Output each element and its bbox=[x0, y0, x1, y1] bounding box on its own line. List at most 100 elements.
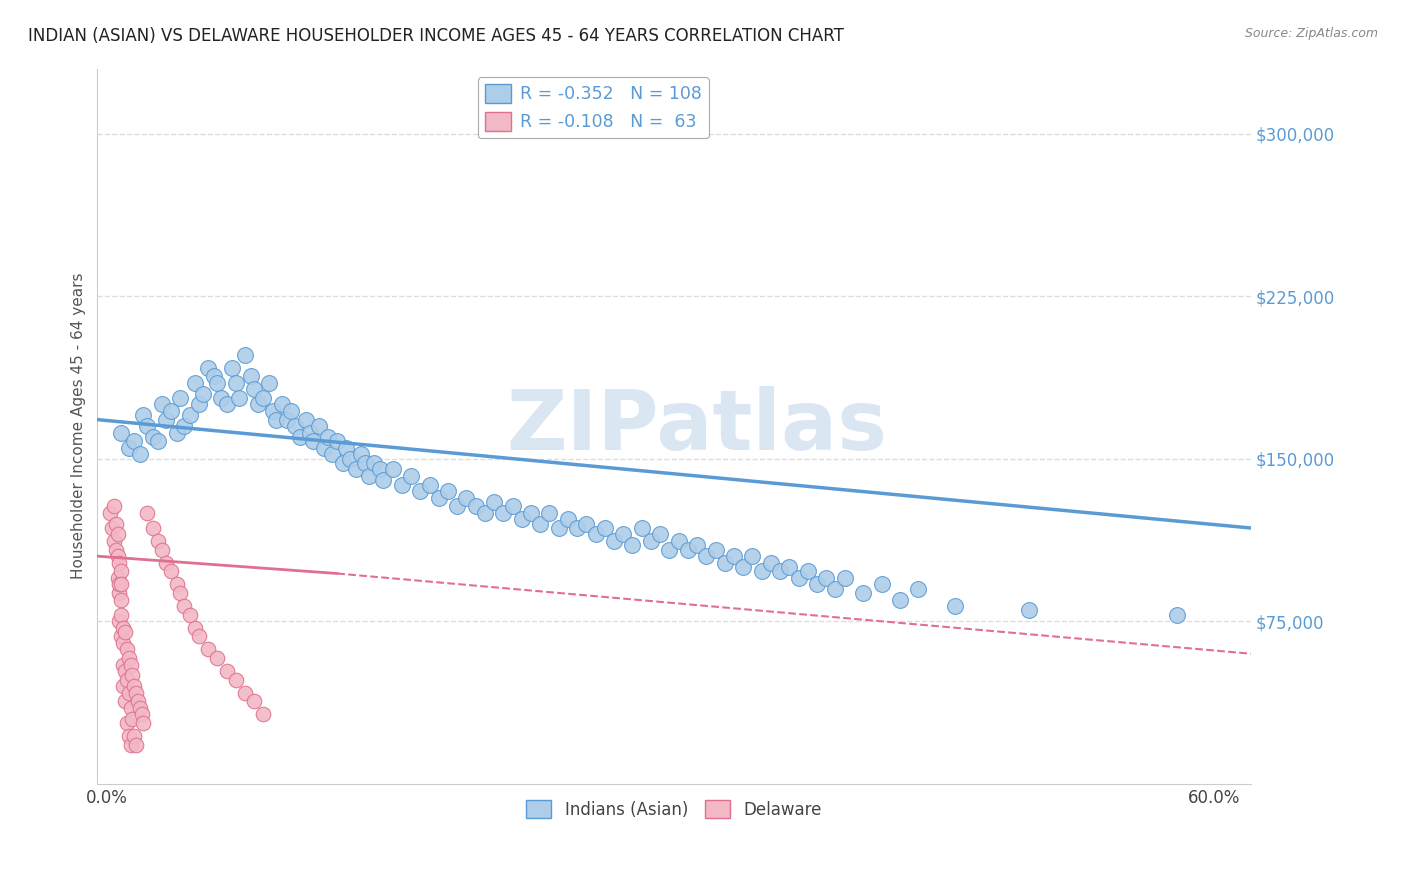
Point bbox=[112, 636, 135, 650]
Point bbox=[173, 599, 195, 613]
Point bbox=[239, 369, 262, 384]
Point bbox=[110, 577, 132, 591]
Point bbox=[121, 712, 143, 726]
Point bbox=[125, 686, 148, 700]
Point bbox=[824, 582, 846, 596]
Point bbox=[107, 549, 129, 564]
Point bbox=[120, 657, 142, 672]
Point bbox=[215, 397, 238, 411]
Point bbox=[233, 686, 256, 700]
Point bbox=[108, 577, 131, 591]
Point bbox=[686, 538, 709, 552]
Point bbox=[104, 542, 127, 557]
Point bbox=[302, 434, 325, 449]
Point bbox=[160, 404, 183, 418]
Point bbox=[104, 516, 127, 531]
Point bbox=[298, 425, 321, 440]
Point bbox=[108, 556, 131, 570]
Point bbox=[125, 738, 148, 752]
Point bbox=[136, 506, 159, 520]
Point bbox=[197, 642, 219, 657]
Point bbox=[132, 716, 155, 731]
Point bbox=[142, 521, 165, 535]
Point bbox=[108, 614, 131, 628]
Point bbox=[593, 521, 616, 535]
Point bbox=[778, 560, 800, 574]
Point bbox=[136, 419, 159, 434]
Point bbox=[166, 425, 188, 440]
Point bbox=[350, 447, 373, 461]
Point bbox=[332, 456, 354, 470]
Point bbox=[547, 521, 569, 535]
Point bbox=[233, 348, 256, 362]
Point bbox=[110, 607, 132, 622]
Point bbox=[391, 477, 413, 491]
Point bbox=[437, 484, 460, 499]
Point bbox=[202, 369, 225, 384]
Point bbox=[122, 679, 145, 693]
Point bbox=[215, 664, 238, 678]
Point bbox=[155, 412, 177, 426]
Point bbox=[658, 542, 681, 557]
Point bbox=[603, 533, 626, 548]
Point bbox=[575, 516, 598, 531]
Point bbox=[357, 469, 380, 483]
Text: INDIAN (ASIAN) VS DELAWARE HOUSEHOLDER INCOME AGES 45 - 64 YEARS CORRELATION CHA: INDIAN (ASIAN) VS DELAWARE HOUSEHOLDER I… bbox=[28, 27, 844, 45]
Point bbox=[187, 629, 209, 643]
Point bbox=[246, 397, 269, 411]
Point bbox=[308, 419, 330, 434]
Point bbox=[538, 506, 561, 520]
Point bbox=[191, 386, 214, 401]
Point bbox=[446, 500, 468, 514]
Point bbox=[209, 391, 232, 405]
Point bbox=[630, 521, 652, 535]
Point bbox=[243, 694, 266, 708]
Point bbox=[321, 447, 343, 461]
Point bbox=[225, 673, 247, 687]
Point bbox=[270, 397, 292, 411]
Point bbox=[339, 451, 361, 466]
Point bbox=[252, 391, 274, 405]
Point bbox=[907, 582, 929, 596]
Point bbox=[128, 447, 150, 461]
Point bbox=[257, 376, 280, 390]
Point bbox=[150, 542, 173, 557]
Point bbox=[150, 397, 173, 411]
Point bbox=[852, 586, 875, 600]
Point bbox=[482, 495, 505, 509]
Point bbox=[148, 533, 170, 548]
Point bbox=[354, 456, 377, 470]
Point bbox=[368, 462, 391, 476]
Point bbox=[741, 549, 763, 564]
Point bbox=[363, 456, 385, 470]
Point bbox=[889, 592, 911, 607]
Point bbox=[118, 651, 141, 665]
Point bbox=[114, 664, 136, 678]
Legend: Indians (Asian), Delaware: Indians (Asian), Delaware bbox=[520, 794, 828, 825]
Point bbox=[131, 707, 153, 722]
Point bbox=[797, 565, 820, 579]
Point bbox=[650, 527, 672, 541]
Point bbox=[295, 412, 318, 426]
Point bbox=[787, 571, 810, 585]
Point bbox=[108, 586, 131, 600]
Point bbox=[266, 412, 288, 426]
Point bbox=[276, 412, 298, 426]
Point bbox=[695, 549, 717, 564]
Point bbox=[565, 521, 588, 535]
Point bbox=[207, 376, 229, 390]
Point bbox=[148, 434, 170, 449]
Point bbox=[101, 521, 124, 535]
Point bbox=[243, 382, 266, 396]
Point bbox=[557, 512, 579, 526]
Point bbox=[115, 673, 138, 687]
Point bbox=[520, 506, 543, 520]
Point bbox=[110, 629, 132, 643]
Point bbox=[769, 565, 792, 579]
Point bbox=[510, 512, 533, 526]
Point bbox=[335, 441, 357, 455]
Point bbox=[252, 707, 274, 722]
Point bbox=[155, 556, 177, 570]
Point bbox=[529, 516, 551, 531]
Point bbox=[373, 473, 395, 487]
